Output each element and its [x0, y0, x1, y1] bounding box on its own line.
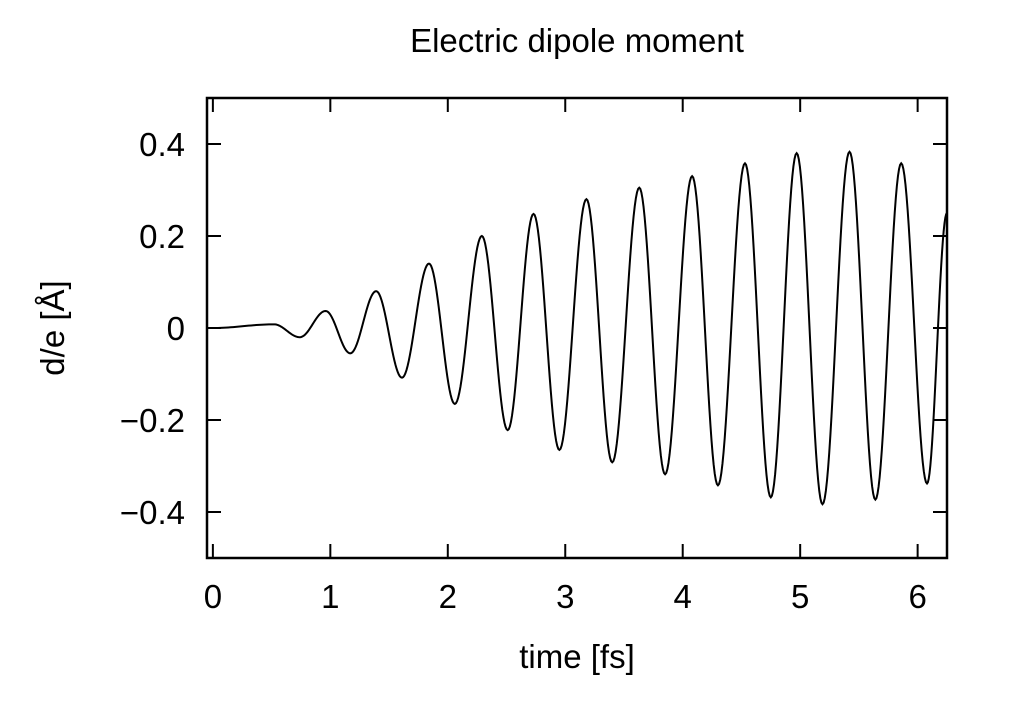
y-tick-labels: 0.4 0.2 0 −0.2 −0.4	[120, 126, 185, 531]
x-tick-label: 2	[439, 578, 457, 615]
x-tick-label: 3	[556, 578, 574, 615]
y-tick-label: 0.4	[139, 126, 185, 163]
x-tick-label: 0	[204, 578, 222, 615]
x-axis-label: time [fs]	[519, 638, 635, 675]
y-tick-label: 0.2	[139, 218, 185, 255]
axis-ticks	[207, 98, 947, 558]
x-tick-labels: 0 1 2 3 4 5 6	[204, 578, 927, 615]
y-tick-label: −0.4	[120, 494, 185, 531]
x-tick-label: 6	[908, 578, 926, 615]
x-tick-label: 5	[791, 578, 809, 615]
y-tick-label: 0	[167, 310, 185, 347]
chart-title: Electric dipole moment	[410, 22, 744, 59]
series-line	[212, 150, 947, 506]
y-tick-label: −0.2	[120, 402, 185, 439]
y-axis-label: d/e [Å]	[34, 280, 71, 375]
x-tick-label: 4	[674, 578, 692, 615]
x-tick-label: 1	[321, 578, 339, 615]
